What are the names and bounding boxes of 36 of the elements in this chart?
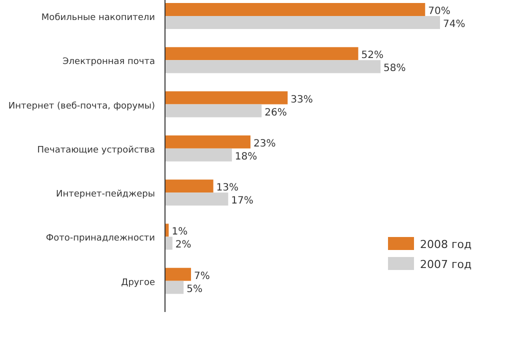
bar xyxy=(165,280,184,294)
y-tick-label: Интернет-пейджеры xyxy=(56,190,155,200)
bar xyxy=(165,16,440,29)
data-label: 52% xyxy=(361,50,384,62)
data-label: 26% xyxy=(264,107,287,118)
data-label: 18% xyxy=(234,151,258,162)
data-label: 33% xyxy=(290,94,313,106)
y-tick-label: Интернет (веб-почта, форумы) xyxy=(8,101,155,112)
bar xyxy=(165,236,172,250)
y-tick-label: Фото-принадлежности xyxy=(46,234,156,244)
bar xyxy=(165,47,358,60)
legend-label: 2008 год xyxy=(420,238,472,251)
bar xyxy=(165,135,250,148)
data-label: 5% xyxy=(186,284,202,295)
bar xyxy=(165,192,228,206)
legend-label: 2007 год xyxy=(420,258,472,271)
data-label: 70% xyxy=(428,6,450,17)
data-label: 7% xyxy=(194,270,210,282)
data-label: 13% xyxy=(216,182,239,194)
bar xyxy=(165,268,192,281)
data-label: 17% xyxy=(231,196,254,207)
y-tick-label: Печатающие устройства xyxy=(37,145,155,156)
bar xyxy=(165,180,214,193)
bar xyxy=(165,3,426,16)
y-tick-label: Электронная почта xyxy=(62,57,155,68)
data-label: 1% xyxy=(172,226,188,238)
data-label: 74% xyxy=(443,19,466,30)
data-label: 23% xyxy=(253,138,276,150)
y-tick-label: Мобильные накопители xyxy=(41,13,156,23)
y-tick-label: Другое xyxy=(121,278,156,288)
bar xyxy=(165,148,232,162)
bar xyxy=(165,91,288,104)
bar xyxy=(165,60,381,74)
data-label: 58% xyxy=(384,63,406,74)
bar xyxy=(165,104,262,118)
data-label: 2% xyxy=(175,240,192,251)
